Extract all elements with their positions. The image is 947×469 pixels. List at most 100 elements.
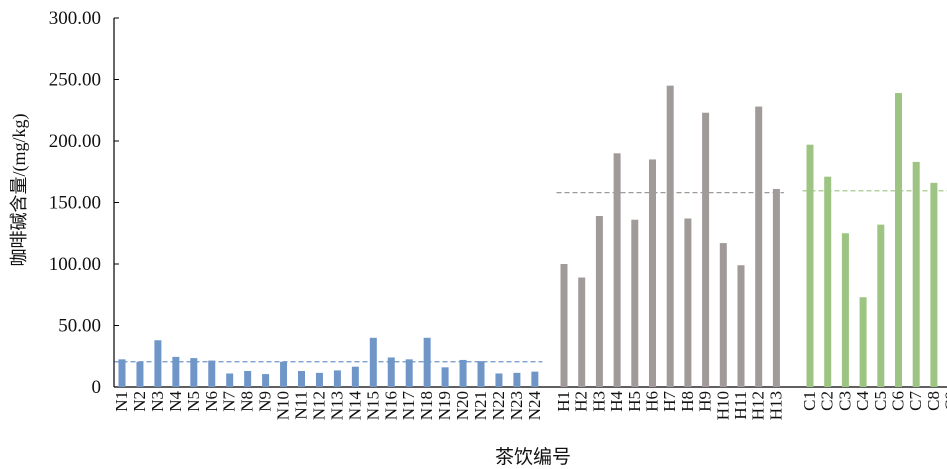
bar-H2 [578,277,586,387]
x-tick-label-N8: N8 [238,391,257,412]
bar-N18 [423,337,431,387]
y-tick-label: 150.00 [49,193,101,214]
bar-C8 [930,182,938,387]
bar-H6 [649,159,656,387]
x-tick-label-C2: C2 [818,391,837,411]
x-tick-label-C7: C7 [906,391,925,411]
x-tick-label-H2: H2 [572,391,591,412]
bar-H3 [595,216,603,387]
bar-N3 [154,340,162,387]
bar-N20 [459,359,467,387]
bar-C2 [824,176,832,387]
x-tick-label-N11: N11 [292,391,311,420]
x-tick-label-H13: H13 [766,391,785,420]
bar-C6 [895,93,902,387]
bar-H4 [613,153,621,387]
x-tick-label-N15: N15 [363,391,382,420]
x-tick-label-H7: H7 [660,391,679,412]
bar-H12 [755,106,763,387]
bars-layer [118,85,938,388]
y-tick-label: 250.00 [49,70,101,91]
bar-H1 [560,264,568,387]
bar-N8 [244,371,252,387]
mean-lines-layer [114,190,947,363]
x-tick-label-C6: C6 [889,391,908,411]
bar-H9 [702,112,710,388]
x-tick-label-N9: N9 [256,391,275,412]
bar-C7 [912,161,920,387]
x-tick-label-H5: H5 [625,391,644,412]
x-tick-label-N19: N19 [435,391,454,420]
bar-N9 [262,374,270,387]
x-tick-label-C3: C3 [835,391,854,411]
bar-C1 [806,144,814,387]
y-tick-label: 300.00 [49,8,101,29]
bar-N10 [280,361,288,387]
bar-H11 [737,265,745,387]
y-tick-label: 200.00 [49,131,101,152]
bar-N5 [190,358,198,387]
y-tick-label: 0 [92,377,102,398]
bar-H13 [772,188,780,387]
x-tick-label-C4: C4 [853,391,872,411]
bar-N4 [172,356,180,387]
x-tick-label-N3: N3 [148,391,167,412]
x-tick-labels: N1N2N3N4N5N6N7N8N9N10N11N12N13N14N15N16N… [112,391,947,421]
x-tick-label-H4: H4 [607,391,626,412]
x-tick-label-C1: C1 [800,391,819,411]
x-tick-label-N18: N18 [417,391,436,420]
x-tick-label-N22: N22 [489,391,508,420]
bar-N12 [315,372,323,387]
x-tick-label-N6: N6 [202,391,221,412]
bar-C3 [841,233,849,387]
x-tick-label-N13: N13 [327,391,346,420]
x-tick-label-C8: C8 [924,391,943,411]
bar-N2 [136,361,144,387]
x-tick-label-C5: C5 [871,391,890,411]
bar-H5 [631,219,639,387]
x-tick-label-H8: H8 [678,391,697,412]
x-tick-label-H6: H6 [643,391,662,412]
x-tick-label-H12: H12 [749,391,768,420]
x-tick-label-N4: N4 [166,391,185,412]
bar-N16 [387,357,395,387]
bar-C4 [859,297,867,387]
x-tick-label-N7: N7 [220,391,239,412]
x-axis-title: 茶饮编号 [495,446,571,468]
bar-H10 [719,243,727,387]
x-tick-label-N17: N17 [399,391,418,421]
bar-N22 [495,373,503,387]
bar-N7 [226,373,234,387]
x-tick-label-N21: N21 [471,391,490,420]
x-tick-label-C9: C9 [942,391,947,411]
x-tick-label-H9: H9 [696,391,715,412]
x-tick-label-N1: N1 [112,391,131,412]
bar-N13 [333,370,341,387]
bar-N11 [298,371,305,387]
bar-N21 [477,361,485,387]
x-tick-label-H3: H3 [589,391,608,412]
x-tick-label-H11: H11 [731,391,750,420]
y-axis: 0 50.00 100.00 150.00 200.00 250.00 300.00 [49,8,947,398]
x-tick-label-N23: N23 [507,391,526,420]
bar-N19 [441,367,449,387]
bar-H7 [666,85,674,388]
x-tick-label-H10: H10 [713,391,732,420]
y-axis-title: 咖啡碱含量/(mg/kg) [9,114,30,267]
x-tick-label-N5: N5 [184,391,203,412]
x-tick-label-N16: N16 [381,391,400,420]
bar-C5 [877,224,885,387]
x-tick-label-N12: N12 [309,391,328,420]
x-tick-label-H1: H1 [554,391,573,412]
x-tick-label-N10: N10 [274,391,293,420]
bar-N23 [513,372,521,387]
y-tick-label: 100.00 [49,254,101,275]
bar-N24 [531,371,539,387]
bar-N14 [351,366,359,387]
y-tick-label: 50.00 [58,316,101,337]
bar-H8 [684,218,692,387]
x-tick-label-N2: N2 [130,391,149,412]
x-tick-label-N24: N24 [525,391,544,421]
x-tick-label-N14: N14 [345,391,364,421]
